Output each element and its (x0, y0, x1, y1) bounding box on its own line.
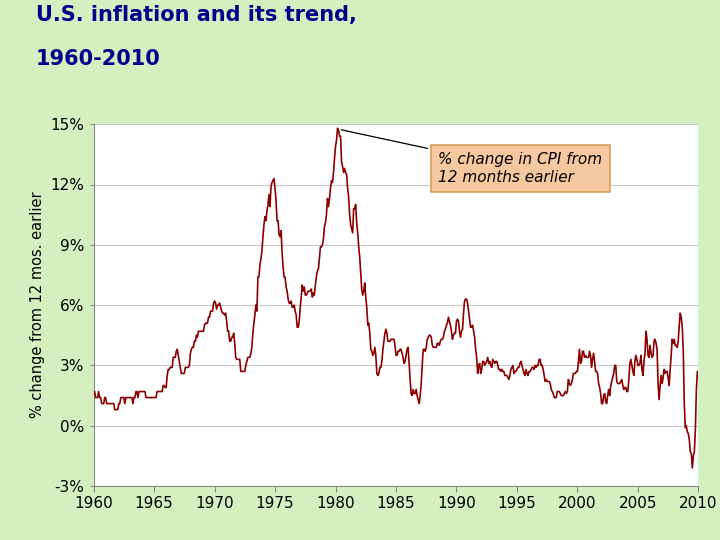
Text: 1960-2010: 1960-2010 (36, 49, 161, 69)
Y-axis label: % change from 12 mos. earlier: % change from 12 mos. earlier (30, 192, 45, 418)
Text: % change in CPI from
12 months earlier: % change in CPI from 12 months earlier (341, 130, 603, 185)
Text: U.S. inflation and its trend,: U.S. inflation and its trend, (36, 5, 357, 25)
